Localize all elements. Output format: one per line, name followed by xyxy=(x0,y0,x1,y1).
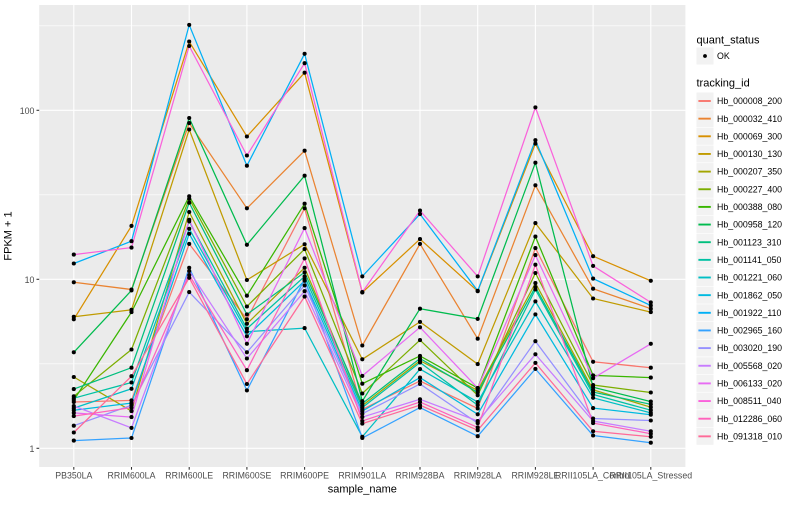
svg-text:Hb_012286_060: Hb_012286_060 xyxy=(717,414,782,424)
svg-text:PB350LA: PB350LA xyxy=(55,471,92,481)
svg-text:Hb_001141_050: Hb_001141_050 xyxy=(717,255,782,265)
svg-text:RRIM600PE: RRIM600PE xyxy=(280,471,329,481)
svg-text:RRIM600SE: RRIM600SE xyxy=(222,471,271,481)
svg-text:sample_name: sample_name xyxy=(328,484,397,496)
svg-text:Hb_000008_200: Hb_000008_200 xyxy=(717,96,782,106)
svg-text:Hb_091318_010: Hb_091318_010 xyxy=(717,431,782,441)
svg-text:RRIM928LA: RRIM928LA xyxy=(454,471,502,481)
svg-text:OK: OK xyxy=(717,51,730,61)
svg-text:Hb_000032_410: Hb_000032_410 xyxy=(717,114,782,124)
svg-text:Hb_000388_080: Hb_000388_080 xyxy=(717,202,782,212)
svg-text:Hb_003020_190: Hb_003020_190 xyxy=(717,343,782,353)
svg-text:quant_status: quant_status xyxy=(697,35,760,47)
svg-text:1: 1 xyxy=(29,444,34,454)
svg-text:Hb_005568_020: Hb_005568_020 xyxy=(717,361,782,371)
svg-text:RRII105LA_Stressed: RRII105LA_Stressed xyxy=(609,471,692,481)
svg-text:RRIM928BA: RRIM928BA xyxy=(396,471,445,481)
svg-text:100: 100 xyxy=(20,106,35,116)
svg-text:Hb_000227_400: Hb_000227_400 xyxy=(717,184,782,194)
svg-text:10: 10 xyxy=(25,275,35,285)
svg-text:Hb_001123_310: Hb_001123_310 xyxy=(717,237,782,247)
svg-text:Hb_001862_050: Hb_001862_050 xyxy=(717,290,782,300)
svg-text:Hb_001922_110: Hb_001922_110 xyxy=(717,308,782,318)
svg-text:Hb_000958_120: Hb_000958_120 xyxy=(717,220,782,230)
svg-text:RRIM600LA: RRIM600LA xyxy=(108,471,156,481)
svg-text:Hb_008511_040: Hb_008511_040 xyxy=(717,396,782,406)
svg-text:tracking_id: tracking_id xyxy=(697,78,750,90)
svg-text:RRII105LA_Control: RRII105LA_Control xyxy=(555,471,631,481)
svg-text:Hb_001221_060: Hb_001221_060 xyxy=(717,273,782,283)
svg-text:Hb_002965_160: Hb_002965_160 xyxy=(717,326,782,336)
svg-text:Hb_000207_350: Hb_000207_350 xyxy=(717,167,782,177)
svg-text:FPKM + 1: FPKM + 1 xyxy=(3,211,15,260)
svg-text:RRIM600LE: RRIM600LE xyxy=(165,471,213,481)
svg-text:Hb_000069_300: Hb_000069_300 xyxy=(717,131,782,141)
svg-text:Hb_006133_020: Hb_006133_020 xyxy=(717,379,782,389)
svg-text:RRIM901LA: RRIM901LA xyxy=(338,471,386,481)
svg-text:RRIM928LE: RRIM928LE xyxy=(511,471,559,481)
svg-text:Hb_000130_130: Hb_000130_130 xyxy=(717,149,782,159)
